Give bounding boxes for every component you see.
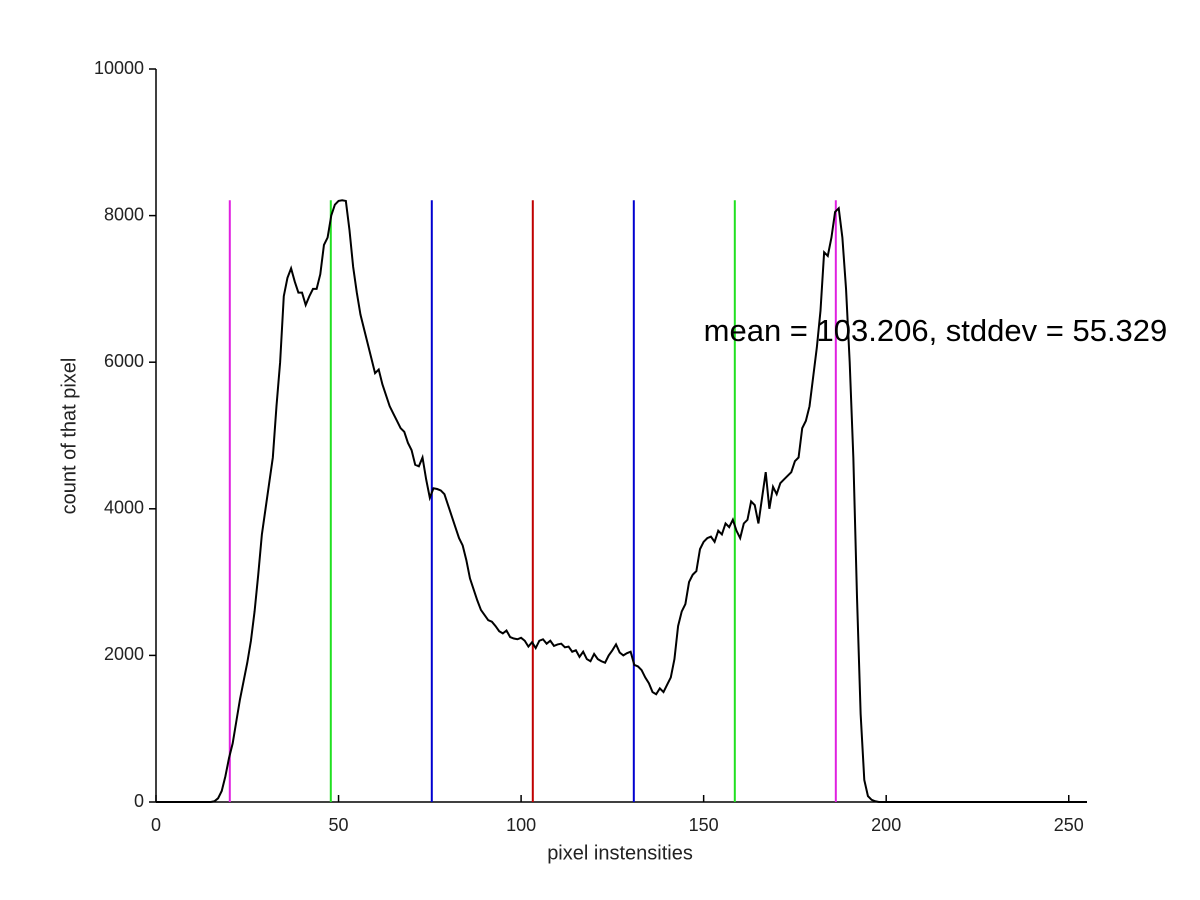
y-tick-label: 8000: [104, 204, 144, 224]
y-tick-label: 10000: [94, 58, 144, 78]
x-tick-label: 150: [689, 815, 719, 835]
y-tick-label: 2000: [104, 644, 144, 664]
y-axis-label: count of that pixel: [58, 358, 80, 515]
x-tick-label: 250: [1054, 815, 1084, 835]
x-axis-label: pixel instensities: [547, 842, 693, 864]
y-tick-label: 0: [134, 791, 144, 811]
annotation: mean = 103.206, stddev = 55.329: [704, 313, 1168, 348]
y-tick-label: 4000: [104, 498, 144, 518]
x-tick-label: 100: [506, 815, 536, 835]
histogram-line: [156, 199, 1087, 803]
y-tick-label: 6000: [104, 351, 144, 371]
x-tick-label: 200: [871, 815, 901, 835]
x-tick-label: 50: [329, 815, 349, 835]
x-tick-label: 0: [151, 815, 161, 835]
